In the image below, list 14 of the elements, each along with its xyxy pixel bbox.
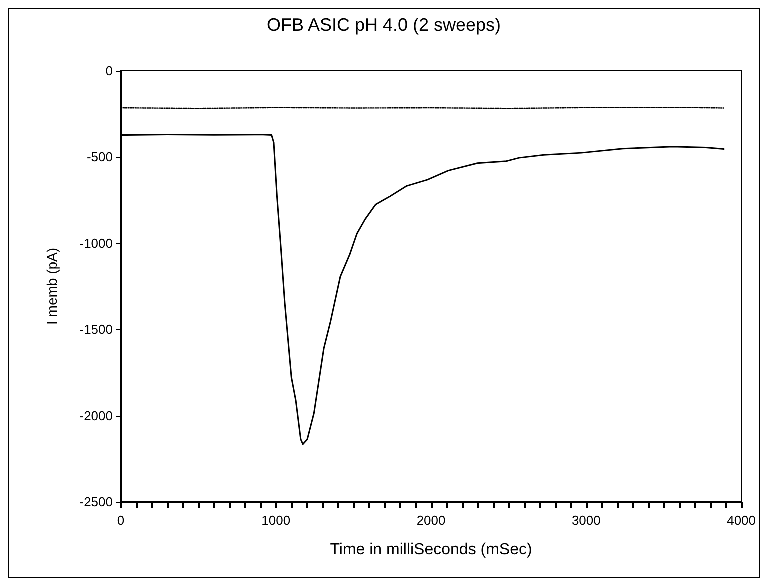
x-tick-label: 0: [117, 513, 125, 528]
x-tick-label: 3000: [572, 513, 601, 528]
y-tick-label: 0: [106, 64, 113, 78]
x-axis-title: Time in milliSeconds (mSec): [330, 542, 532, 558]
y-tick-label: -1500: [80, 322, 113, 338]
y-tick-label: -2000: [80, 408, 113, 424]
chart-title: OFB ASIC pH 4.0 (2 sweeps): [266, 15, 502, 35]
x-tick-label: 2000: [416, 513, 446, 528]
y-tick-label: -2500: [80, 494, 113, 510]
y-tick-label: -500: [86, 150, 113, 165]
y-axis-title: I memb (pA): [44, 248, 60, 326]
y-tick-label: -1000: [80, 236, 113, 251]
x-tick-label: 1000: [262, 513, 291, 528]
x-tick-label: 4000: [727, 513, 756, 528]
